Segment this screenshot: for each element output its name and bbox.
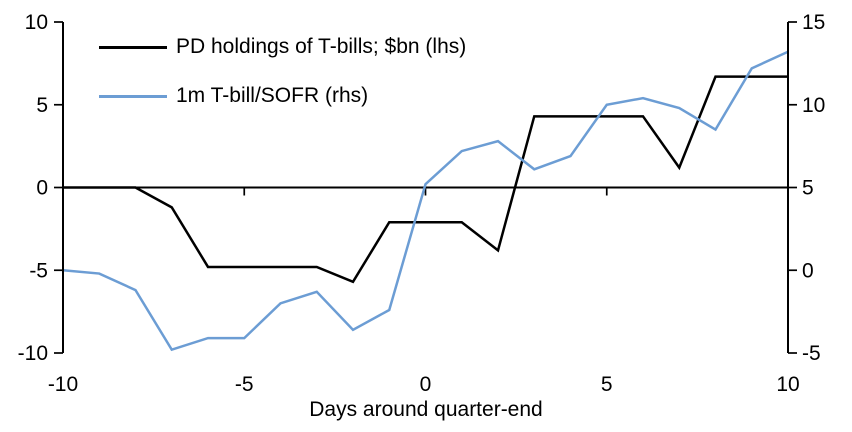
right-axis-tick-label: 10 [802, 94, 825, 117]
legend-item-pd-holdings: PD holdings of T-bills; $bn (lhs) [99, 33, 466, 61]
legend-line-sample-black [99, 45, 167, 49]
series-line-tbill-sofr [62, 50, 789, 352]
right-axis-tick-label: -5 [802, 342, 821, 365]
right-axis-tick-label: 5 [802, 177, 814, 200]
left-axis-tick-label: -5 [29, 259, 48, 282]
right-axis-tick-label: 0 [802, 259, 814, 282]
legend-label-tbill-sofr: 1m T-bill/SOFR (rhs) [176, 84, 369, 107]
chart-legend: PD holdings of T-bills; $bn (lhs) 1m T-b… [99, 33, 466, 131]
x-axis-title: Days around quarter-end [309, 398, 543, 421]
x-axis-tick-label: -10 [48, 373, 78, 396]
legend-item-tbill-sofr: 1m T-bill/SOFR (rhs) [99, 82, 466, 110]
left-axis-tick-label: 0 [36, 177, 48, 200]
right-axis-tick-label: 15 [802, 11, 825, 34]
x-axis-tick-label: 0 [420, 373, 432, 396]
left-axis-tick-label: 10 [25, 11, 48, 34]
legend-label-pd-holdings: PD holdings of T-bills; $bn (lhs) [176, 35, 467, 58]
x-axis-tick-label: 10 [776, 373, 799, 396]
legend-line-sample-blue [99, 94, 167, 98]
left-axis-tick-label: -10 [18, 342, 48, 365]
x-axis-tick-label: 5 [601, 373, 613, 396]
left-axis-tick-label: 5 [36, 94, 48, 117]
x-axis-tick-label: -5 [235, 373, 254, 396]
series-line-pd-holdings [63, 75, 788, 284]
